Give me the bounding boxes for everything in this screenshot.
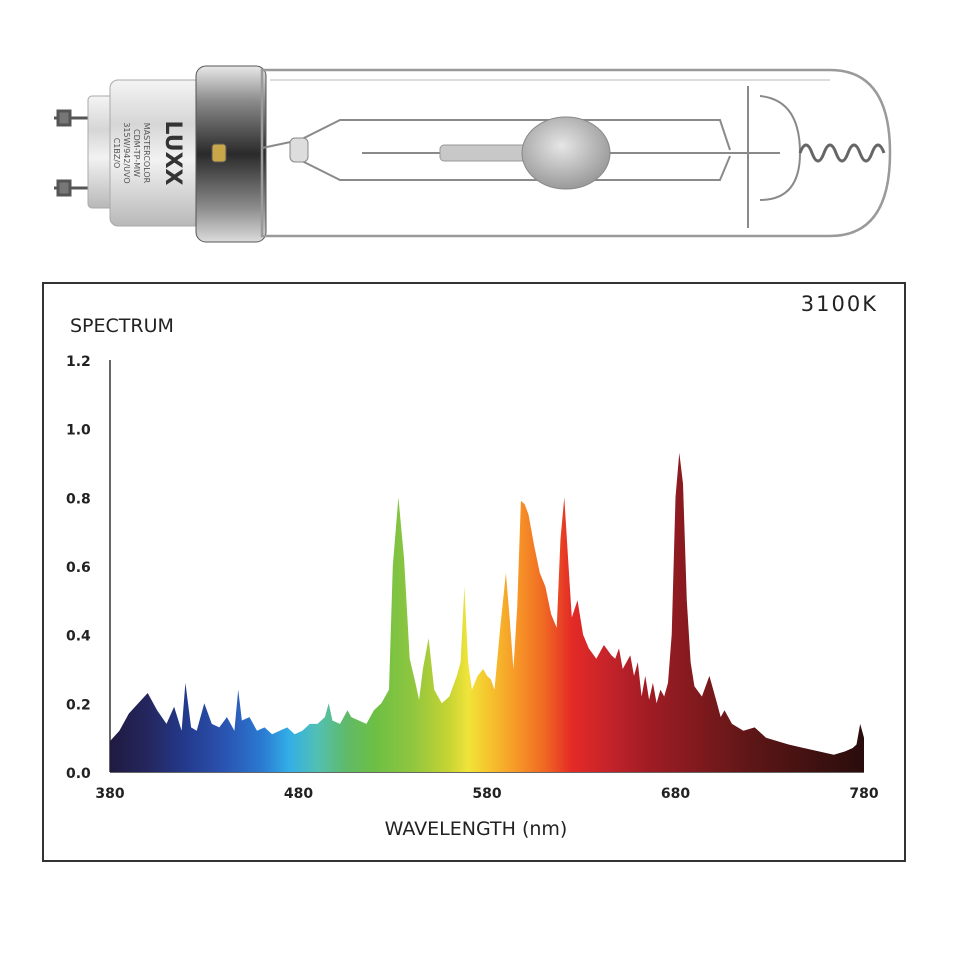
brand-logo: LUXX [160, 120, 185, 185]
arc-tube-leg [439, 144, 531, 162]
x-tick-label: 480 [284, 786, 313, 802]
y-tick-label: 0.2 [66, 697, 91, 713]
axis-ticks: 0.0 0.2 0.4 0.6 0.8 1.0 1.2 380 480 580 680 780 [66, 354, 879, 802]
y-tick-label: 0.6 [66, 560, 91, 576]
arc-tube [521, 116, 611, 190]
y-tick-label: 0.4 [66, 629, 91, 645]
x-tick-label: 780 [849, 786, 878, 802]
spectrum-chart: 3100K SPECTRUM 0.0 0.2 0.4 0.6 0.8 1.0 1.2 380 4… [42, 282, 906, 862]
base-print-line: CDM-TP-MW [132, 129, 141, 177]
chart-title: SPECTRUM [70, 315, 174, 337]
base-print-line: C1BZ/O [112, 138, 121, 169]
lamp-model-text: MASTERCOLOR CDM-TP-MW 315W/942/UVO C1BZ/… [112, 122, 151, 183]
y-tick-label: 0.8 [66, 491, 91, 507]
lamp-base-print: LUXX [160, 120, 185, 185]
lamp-base [87, 65, 267, 243]
y-tick-label: 1.2 [66, 354, 91, 370]
base-print-line: MASTERCOLOR [142, 123, 151, 184]
x-tick-label: 680 [661, 786, 690, 802]
lamp-spring [798, 143, 886, 163]
metal-halide-lamp-icon: LUXX MASTERCOLOR CDM-TP-MW 315W/942/UVO … [54, 65, 892, 243]
chart-plot: 0.0 0.2 0.4 0.6 0.8 1.0 1.2 380 480 580 680 780 [66, 354, 879, 802]
lamp-pins [54, 109, 92, 197]
glass-envelope [260, 68, 892, 238]
y-tick-label: 1.0 [66, 423, 91, 439]
color-temperature-label: 3100K [800, 292, 878, 316]
x-tick-label: 380 [95, 786, 124, 802]
base-print-line: 315W/942/UVO [122, 122, 131, 183]
x-axis-title: WAVELENGTH (nm) [384, 818, 568, 840]
x-tick-label: 580 [472, 786, 501, 802]
lamp-getter [289, 137, 309, 163]
spectrum-area [110, 452, 864, 772]
y-tick-label: 0.0 [66, 766, 91, 782]
